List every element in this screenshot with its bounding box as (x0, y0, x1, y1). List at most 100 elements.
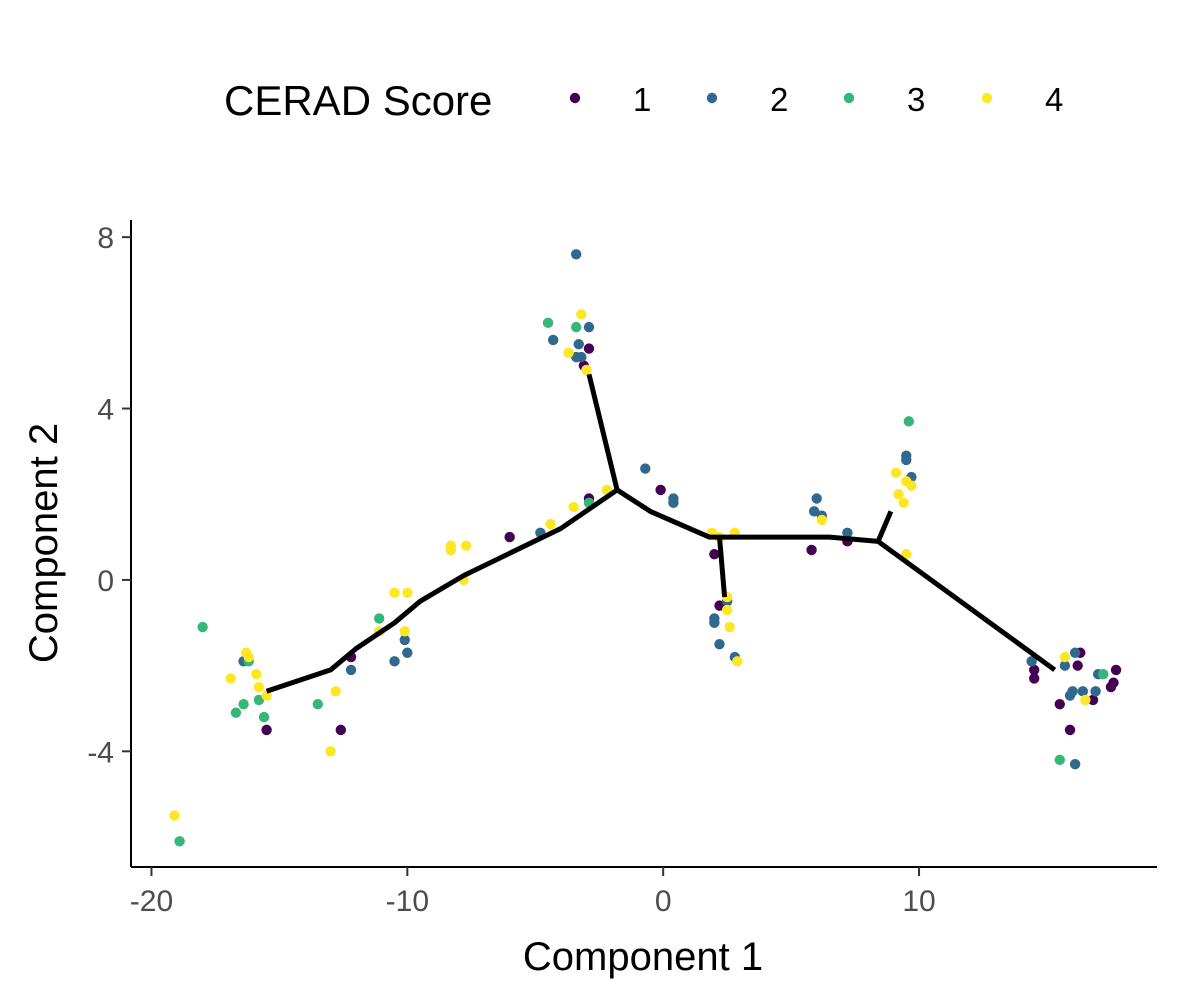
data-point (389, 587, 400, 598)
data-point (1028, 673, 1040, 684)
data-point (197, 621, 208, 633)
data-point (906, 480, 917, 491)
legend: CERAD Score 1 2 3 4 (224, 77, 1063, 124)
data-point (402, 647, 413, 658)
data-point (545, 519, 556, 530)
data-point (325, 746, 336, 757)
data-point (1069, 758, 1081, 770)
data-point (1059, 660, 1071, 671)
data-point (1108, 677, 1119, 688)
data-point (312, 698, 323, 710)
x-tick-label: 10 (902, 885, 935, 918)
data-point (230, 707, 242, 718)
data-point (261, 724, 272, 736)
x-tick-label: -20 (130, 885, 173, 918)
data-point (581, 364, 592, 376)
data-point (345, 664, 357, 676)
legend-label: 3 (907, 81, 925, 118)
data-point (842, 527, 853, 538)
data-point (714, 600, 725, 611)
data-point (901, 549, 912, 560)
data-point (1054, 754, 1065, 766)
legend-key (981, 92, 993, 104)
data-point (668, 497, 679, 508)
data-point (709, 617, 720, 628)
data-point (583, 343, 595, 354)
data-point (576, 351, 587, 363)
data-point (1028, 664, 1040, 676)
legend-label: 4 (1045, 81, 1063, 118)
data-point (243, 651, 254, 663)
data-point (1077, 686, 1089, 697)
data-point (1059, 651, 1071, 663)
data-point (1110, 664, 1122, 676)
data-point (253, 694, 265, 706)
data-point (1072, 660, 1083, 671)
data-point (251, 668, 262, 680)
data-point (389, 656, 400, 667)
data-point (402, 587, 413, 598)
data-point (258, 711, 270, 723)
axes-layer (130, 220, 1157, 868)
data-point (570, 321, 582, 333)
points-layer (169, 249, 1122, 847)
legend-key (569, 92, 581, 104)
data-point (898, 497, 909, 508)
data-point (542, 317, 554, 329)
legend-title: CERAD Score (224, 77, 492, 124)
trajectory-layer (265, 373, 1057, 694)
data-point (576, 309, 587, 320)
data-point (732, 656, 743, 667)
y-tick-label: 4 (97, 394, 114, 427)
data-point (399, 626, 410, 637)
data-point (655, 484, 666, 496)
ticks-layer: -20 -10 0 10 -4 0 4 8 (87, 222, 935, 918)
data-point (253, 681, 265, 693)
data-point (335, 724, 347, 736)
y-tick-label: -4 (87, 736, 114, 769)
data-point (330, 686, 341, 697)
y-tick-label: 8 (97, 222, 114, 255)
data-point (808, 506, 820, 517)
data-point (1080, 694, 1091, 706)
y-tick-label: 0 (97, 565, 114, 598)
data-point (570, 249, 582, 260)
trajectory-path (717, 536, 728, 598)
data-point (238, 698, 249, 710)
legend-label: 1 (633, 81, 651, 118)
data-point (724, 621, 735, 633)
x-axis-title: Component 1 (523, 935, 763, 979)
legend-key (706, 92, 718, 104)
data-point (563, 347, 574, 359)
trajectory-path (265, 487, 1057, 694)
trajectory-path (586, 373, 620, 491)
data-point (1087, 694, 1099, 706)
data-point (1067, 686, 1078, 697)
data-point (1064, 724, 1076, 736)
legend-label: 2 (770, 81, 788, 118)
data-point (811, 493, 822, 504)
y-axis-title: Component 2 (22, 423, 66, 663)
data-point (816, 514, 828, 526)
data-point (169, 810, 180, 821)
data-point (806, 544, 817, 556)
data-point (890, 467, 902, 479)
data-point (547, 334, 559, 346)
data-point (225, 673, 236, 684)
data-point (573, 339, 584, 350)
data-point (709, 549, 720, 560)
data-point (714, 638, 725, 650)
data-point (460, 540, 472, 551)
data-point (174, 836, 185, 847)
data-point (640, 463, 651, 474)
data-point (583, 321, 595, 333)
data-point (373, 613, 385, 624)
data-point (1098, 668, 1109, 680)
x-tick-label: -10 (386, 885, 429, 918)
data-point (1026, 656, 1037, 667)
data-point (445, 544, 457, 556)
data-point (893, 489, 904, 500)
data-point (721, 604, 733, 616)
data-point (1069, 647, 1081, 658)
